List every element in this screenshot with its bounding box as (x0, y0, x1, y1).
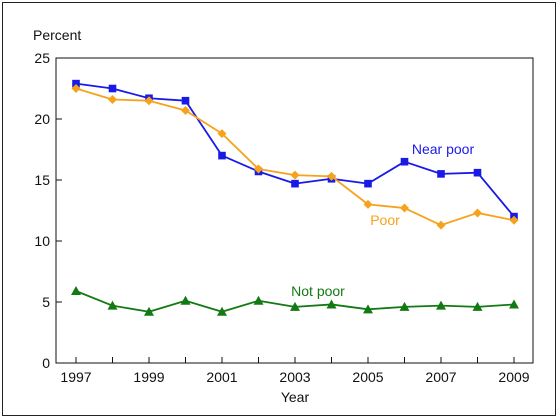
y-tick-label: 5 (42, 294, 50, 310)
x-tick-label: 2003 (279, 369, 310, 385)
data-point (363, 199, 373, 209)
data-point (108, 94, 117, 104)
data-point (326, 299, 337, 309)
x-tick-label: 2001 (206, 369, 237, 385)
data-point (181, 96, 190, 105)
data-point (71, 84, 81, 93)
data-point (144, 306, 154, 316)
plot-area-border (55, 57, 534, 364)
axes: 0 5 10 15 20 25 1997 1999 2001 2003 2005 2007 2009 (34, 50, 534, 385)
data-point (327, 171, 336, 181)
x-axis-title: Year (281, 389, 310, 405)
x-tick-label: 1999 (133, 369, 164, 385)
series-layer (71, 79, 519, 316)
data-point (290, 301, 300, 311)
line-chart: Percent Year 0 5 10 15 20 25 1997 1999 2001 2003 2… (33, 27, 534, 405)
chart-frame: Percent Year 0 5 10 15 20 25 1997 1999 2001 2003 2… (2, 2, 556, 416)
data-point (218, 151, 226, 160)
y-tick-label: 20 (34, 111, 50, 127)
y-tick-label: 10 (34, 233, 50, 249)
data-point (253, 295, 264, 305)
data-point (436, 300, 446, 310)
series-label: Not poor (291, 283, 345, 299)
series-label: Poor (370, 212, 400, 228)
data-point (217, 129, 227, 139)
y-tick-label: 0 (42, 355, 50, 371)
series-not-poor (71, 286, 519, 316)
data-point (473, 208, 482, 218)
data-point (254, 164, 263, 174)
data-point (291, 179, 299, 188)
data-point (108, 84, 117, 93)
series-labels: Near poor Poor Not poor (291, 141, 474, 299)
data-point (473, 168, 482, 177)
data-point (400, 203, 409, 213)
data-point (509, 299, 519, 309)
data-point (364, 179, 372, 188)
data-point (107, 300, 118, 310)
series-poor (71, 84, 519, 230)
y-tick-label: 15 (34, 172, 50, 188)
data-point (509, 215, 519, 225)
data-point (144, 96, 154, 106)
data-point (400, 157, 409, 166)
data-point (72, 79, 80, 88)
data-point (437, 170, 445, 178)
x-tick-label: 2005 (352, 369, 383, 385)
y-axis-title: Percent (33, 27, 81, 43)
data-point (472, 301, 483, 311)
x-tick-label: 2009 (498, 369, 529, 385)
data-point (363, 304, 373, 314)
data-point (71, 286, 81, 296)
data-point (217, 306, 227, 316)
x-tick-label: 2007 (425, 369, 456, 385)
data-point (399, 301, 410, 311)
x-tick-label: 1997 (60, 369, 91, 385)
data-point (180, 295, 191, 305)
data-point (436, 220, 446, 230)
data-point (181, 105, 190, 115)
series-label: Near poor (412, 141, 475, 157)
data-point (290, 170, 300, 180)
y-tick-label: 25 (34, 50, 50, 66)
